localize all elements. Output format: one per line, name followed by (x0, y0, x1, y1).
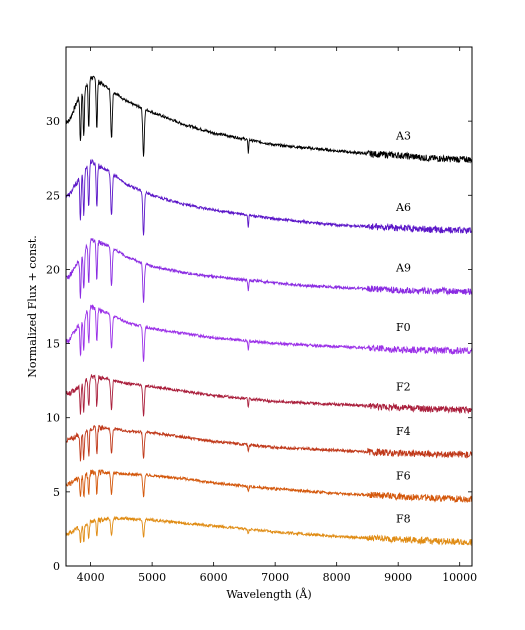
spectrum-line-f0 (65, 304, 473, 362)
spectrum-line-f6 (65, 469, 473, 503)
series-layer (65, 75, 473, 547)
series-label-f6: F6 (396, 469, 411, 482)
spectrum-line-f4 (65, 424, 473, 462)
x-axis-ticks: 4000 5000 6000 7000 8000 9000 10000 (77, 47, 477, 584)
series-label-a9: A9 (395, 262, 411, 275)
y-tick-label: 20 (46, 263, 60, 276)
y-axis-ticks: 0 5 10 15 20 25 30 (46, 115, 472, 573)
spectrum-line-a6 (65, 158, 473, 236)
y-tick-label: 0 (53, 560, 60, 573)
series-label-a6: A6 (395, 201, 411, 214)
series-label-f2: F2 (396, 380, 411, 393)
y-tick-label: 15 (46, 338, 60, 351)
spectrum-line-a3 (65, 75, 473, 164)
series-label-f0: F0 (396, 321, 411, 334)
y-tick-label: 5 (53, 486, 60, 499)
x-tick-label: 6000 (200, 571, 228, 584)
x-tick-label: 4000 (77, 571, 105, 584)
series-label-f4: F4 (396, 425, 411, 438)
x-tick-label: 10000 (442, 571, 477, 584)
series-label-f8: F8 (396, 512, 411, 525)
plot-frame (65, 46, 473, 567)
series-label-a3: A3 (395, 130, 411, 143)
y-tick-label: 25 (46, 189, 60, 202)
y-tick-label: 30 (46, 115, 60, 128)
x-tick-label: 9000 (384, 571, 412, 584)
spectrum-line-a9 (65, 238, 473, 303)
x-axis-label: Wavelength (Å) (226, 587, 311, 601)
x-tick-label: 7000 (261, 571, 289, 584)
y-tick-label: 10 (46, 412, 60, 425)
spectrum-line-f8 (65, 515, 473, 547)
y-axis-label: Normalized Flux + const. (26, 235, 39, 377)
spectrum-line-f2 (65, 374, 473, 417)
x-tick-label: 5000 (138, 571, 166, 584)
series-labels: A3 A6 A9 F0 F2 F4 F6 F8 (395, 130, 411, 526)
x-tick-label: 8000 (323, 571, 351, 584)
